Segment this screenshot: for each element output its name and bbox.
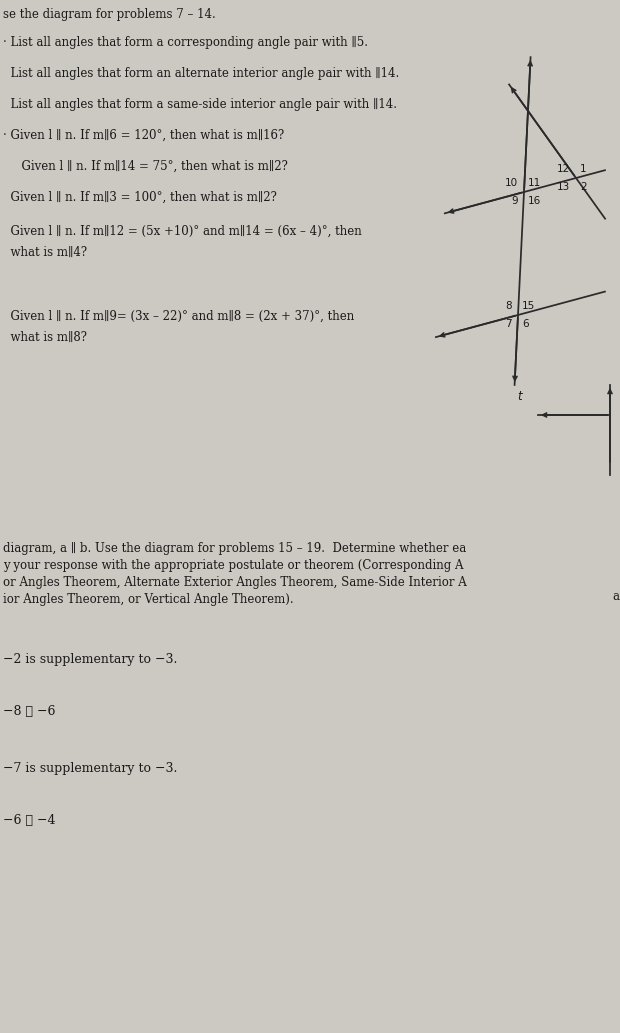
Text: what is m∥8?: what is m∥8? <box>3 331 87 344</box>
Text: −6 ≅ −4: −6 ≅ −4 <box>3 814 56 827</box>
Text: −7 is supplementary to −3.: −7 is supplementary to −3. <box>3 762 177 776</box>
Text: 12: 12 <box>557 164 570 174</box>
Text: or Angles Theorem, Alternate Exterior Angles Theorem, Same-Side Interior A: or Angles Theorem, Alternate Exterior An… <box>3 576 467 589</box>
Text: 9: 9 <box>512 196 518 206</box>
Text: ior Angles Theorem, or Vertical Angle Theorem).: ior Angles Theorem, or Vertical Angle Th… <box>3 593 294 606</box>
Text: · List all angles that form a corresponding angle pair with ∥5.: · List all angles that form a correspond… <box>3 36 368 50</box>
Text: −2 is supplementary to −3.: −2 is supplementary to −3. <box>3 653 177 666</box>
Text: 16: 16 <box>528 196 541 206</box>
Text: y your response with the appropriate postulate or theorem (Corresponding A: y your response with the appropriate pos… <box>3 559 464 572</box>
Text: 2: 2 <box>580 182 587 192</box>
Text: 10: 10 <box>505 178 518 188</box>
Text: what is m∥4?: what is m∥4? <box>3 246 87 259</box>
Text: −8 ≅ −6: −8 ≅ −6 <box>3 705 56 718</box>
Text: · Given l ∥ n. If m∥6 = 120°, then what is m∥16?: · Given l ∥ n. If m∥6 = 120°, then what … <box>3 129 284 143</box>
Text: Given l ∥ n. If m∥12 = (5x +10)° and m∥14 = (6x – 4)°, then: Given l ∥ n. If m∥12 = (5x +10)° and m∥1… <box>3 225 361 239</box>
Text: diagram, a ∥ b. Use the diagram for problems 15 – 19.  Determine whether ea: diagram, a ∥ b. Use the diagram for prob… <box>3 542 466 556</box>
Text: 7: 7 <box>505 319 512 328</box>
Text: 15: 15 <box>522 301 535 311</box>
Text: Given l ∥ n. If m∥9= (3x – 22)° and m∥8 = (2x + 37)°, then: Given l ∥ n. If m∥9= (3x – 22)° and m∥8 … <box>3 310 354 323</box>
Text: List all angles that form a same-side interior angle pair with ∥14.: List all angles that form a same-side in… <box>3 98 397 112</box>
Text: 13: 13 <box>557 182 570 192</box>
Text: 1: 1 <box>580 164 587 174</box>
Text: 6: 6 <box>522 319 529 328</box>
Text: Given l ∥ n. If m∥3 = 100°, then what is m∥2?: Given l ∥ n. If m∥3 = 100°, then what is… <box>3 191 277 205</box>
Text: Given l ∥ n. If m∥14 = 75°, then what is m∥2?: Given l ∥ n. If m∥14 = 75°, then what is… <box>14 160 288 174</box>
Text: a: a <box>612 590 619 603</box>
Text: 11: 11 <box>528 178 541 188</box>
Text: t: t <box>518 389 522 403</box>
Text: 8: 8 <box>505 301 512 311</box>
Text: se the diagram for problems 7 – 14.: se the diagram for problems 7 – 14. <box>3 8 216 21</box>
Text: List all angles that form an alternate interior angle pair with ∥14.: List all angles that form an alternate i… <box>3 67 399 81</box>
